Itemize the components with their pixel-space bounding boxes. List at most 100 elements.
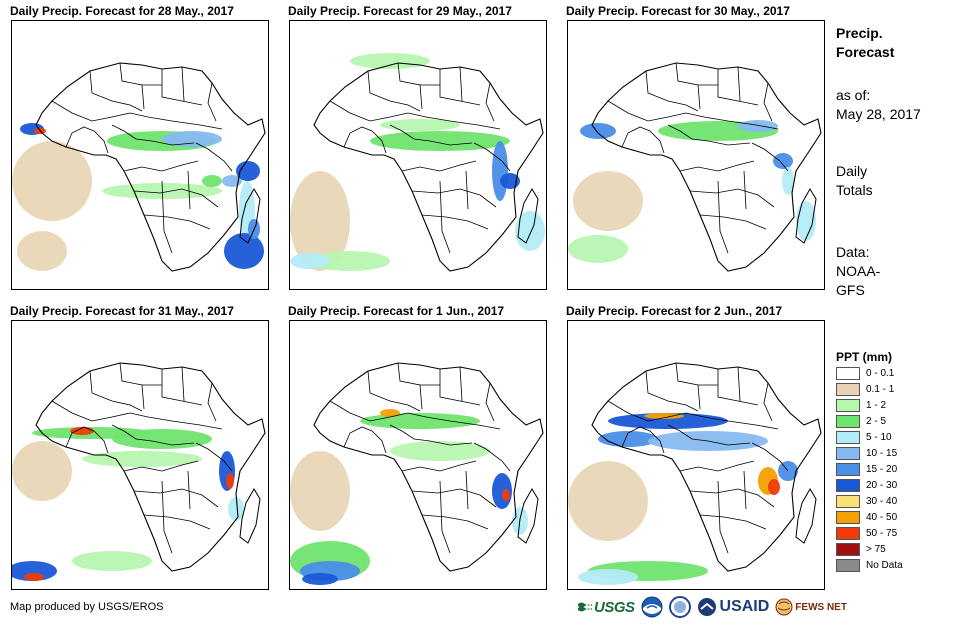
legend-item: 10 - 15 bbox=[836, 446, 897, 460]
precip-blob bbox=[224, 233, 264, 269]
precip-blob bbox=[290, 253, 330, 269]
precip-blob bbox=[228, 497, 244, 521]
country-border bbox=[343, 126, 387, 154]
country-border bbox=[397, 362, 423, 410]
country-border bbox=[465, 470, 469, 510]
usaid-logo: USAID bbox=[697, 597, 769, 617]
country-border bbox=[329, 400, 427, 422]
legend-swatch bbox=[836, 510, 860, 524]
country-border bbox=[699, 514, 767, 530]
country-border bbox=[111, 124, 195, 146]
country-border bbox=[621, 126, 665, 154]
legend-item: 30 - 40 bbox=[836, 494, 897, 508]
precip-blob bbox=[580, 123, 616, 139]
panel-title-5: Daily Precip. Forecast for 1 Jun., 2017 bbox=[288, 304, 505, 318]
precip-blob bbox=[290, 171, 350, 271]
precip-blob bbox=[502, 489, 510, 501]
country-border bbox=[119, 62, 145, 110]
country-border bbox=[195, 442, 209, 450]
legend-label: 30 - 40 bbox=[866, 495, 898, 507]
country-border bbox=[667, 124, 751, 146]
country-border bbox=[143, 214, 211, 230]
africa-map-svg bbox=[290, 53, 545, 272]
legend-label: 0 - 0.1 bbox=[866, 367, 895, 379]
country-border bbox=[763, 382, 773, 422]
sidebar-data-line2: NOAA- bbox=[836, 263, 881, 279]
precip-blob bbox=[12, 141, 92, 221]
country-border bbox=[621, 426, 665, 454]
precip-blob bbox=[568, 235, 628, 263]
madagascar-outline bbox=[239, 188, 261, 244]
precip-blob bbox=[738, 120, 778, 132]
country-border bbox=[389, 124, 473, 146]
country-border bbox=[425, 416, 501, 430]
country-border bbox=[459, 366, 463, 402]
africa-coastline bbox=[591, 62, 822, 272]
madagascar-outline bbox=[239, 488, 261, 544]
madagascar-outline bbox=[517, 488, 539, 544]
country-border bbox=[439, 69, 481, 106]
precip-blob bbox=[773, 153, 793, 169]
country-border bbox=[119, 362, 145, 410]
country-border bbox=[679, 160, 755, 172]
sidebar-asof-date: May 28, 2017 bbox=[836, 106, 921, 122]
sidebar-asof-label: as of: bbox=[836, 87, 871, 103]
sidebar-totals-line1: Daily bbox=[836, 163, 868, 179]
country-border bbox=[411, 488, 497, 508]
country-border bbox=[111, 424, 195, 446]
country-border bbox=[473, 142, 487, 150]
legend-item: 20 - 30 bbox=[836, 478, 897, 492]
legend-item: No Data bbox=[836, 558, 903, 572]
country-border bbox=[679, 460, 755, 472]
legend-item: 2 - 5 bbox=[836, 414, 886, 428]
legend-swatch bbox=[836, 366, 860, 380]
precip-blob bbox=[290, 451, 350, 531]
legend-label: 1 - 2 bbox=[866, 399, 887, 411]
country-border bbox=[207, 448, 233, 472]
country-border bbox=[65, 426, 109, 454]
country-border bbox=[401, 460, 477, 472]
country-border bbox=[181, 366, 185, 402]
sidebar-data-source: Data: NOAA- GFS bbox=[836, 243, 880, 300]
country-border bbox=[207, 382, 217, 422]
country-border bbox=[689, 488, 775, 508]
country-border bbox=[439, 369, 481, 406]
precip-blob bbox=[380, 119, 460, 131]
country-border bbox=[703, 116, 779, 130]
panel-title-6: Daily Precip. Forecast for 2 Jun., 2017 bbox=[566, 304, 783, 318]
legend-item: 0 - 0.1 bbox=[836, 366, 894, 380]
panel-title-3: Daily Precip. Forecast for 30 May., 2017 bbox=[566, 4, 790, 18]
sidebar-heading: Precip. Forecast bbox=[836, 24, 894, 62]
country-border bbox=[65, 126, 109, 154]
precip-blob bbox=[578, 569, 638, 585]
country-border bbox=[133, 488, 219, 508]
country-border bbox=[689, 188, 775, 208]
country-border bbox=[329, 100, 427, 122]
country-border bbox=[717, 480, 729, 554]
country-border bbox=[743, 470, 747, 510]
legend-label: 5 - 10 bbox=[866, 431, 892, 443]
africa-coastline bbox=[35, 62, 266, 272]
country-border bbox=[421, 514, 489, 530]
legend-swatch bbox=[836, 414, 860, 428]
country-border bbox=[425, 116, 501, 130]
legend-item: 15 - 20 bbox=[836, 462, 897, 476]
precip-blob bbox=[796, 201, 816, 241]
country-border bbox=[699, 214, 767, 230]
country-border bbox=[763, 448, 789, 472]
fews-globe-icon bbox=[775, 598, 793, 616]
country-border bbox=[147, 416, 223, 430]
forecast-map-1 bbox=[11, 20, 269, 290]
legend-swatch bbox=[836, 494, 860, 508]
legend-swatch bbox=[836, 430, 860, 444]
country-border bbox=[645, 370, 699, 412]
country-border bbox=[389, 424, 473, 446]
panel-title-4: Daily Precip. Forecast for 31 May., 2017 bbox=[10, 304, 234, 318]
country-border bbox=[161, 69, 203, 106]
country-border bbox=[751, 142, 765, 150]
legend-item: 0.1 - 1 bbox=[836, 382, 894, 396]
logo-strip: USGS USAID FEWS NET bbox=[578, 594, 847, 620]
precip-blob bbox=[12, 441, 72, 501]
madagascar-outline bbox=[795, 188, 817, 244]
country-border bbox=[473, 442, 487, 450]
